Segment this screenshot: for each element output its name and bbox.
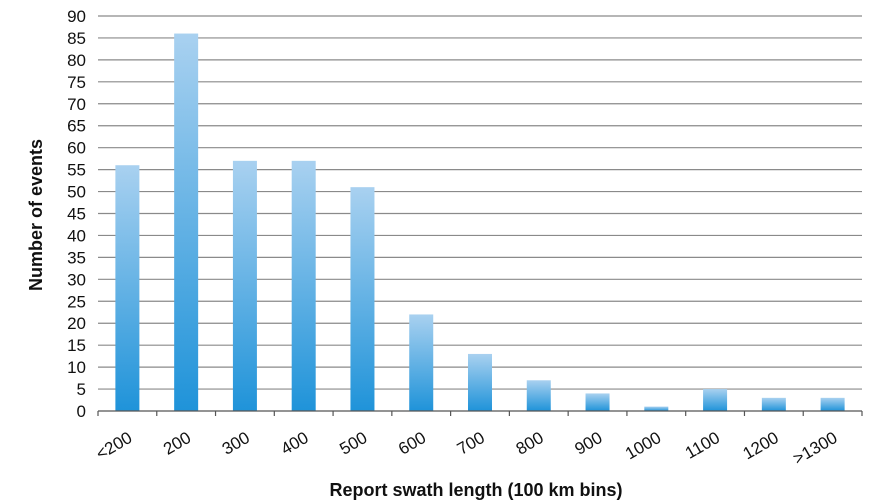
- y-tick-label: 45: [67, 205, 86, 224]
- y-tick-label: 40: [67, 226, 86, 245]
- bar: [820, 397, 845, 411]
- y-tick-labels: 0 5 10 15 20 25 30 35 40 45 50 55 60 65 70 75 80 85 90: [67, 7, 86, 421]
- y-tick-label: 20: [67, 314, 86, 333]
- bar: [761, 397, 786, 411]
- x-tick-label: 1200: [740, 428, 782, 463]
- y-tick-label: 5: [77, 380, 86, 399]
- bar: [585, 393, 610, 411]
- x-tick-label: 300: [219, 428, 253, 459]
- x-tick-label: 900: [571, 428, 605, 459]
- y-axis-title: Number of events: [26, 139, 46, 291]
- bar: [115, 165, 140, 411]
- bar: [703, 389, 728, 411]
- y-tick-label: 60: [67, 139, 86, 158]
- y-tick-label: 15: [67, 336, 86, 355]
- y-tick-label: 50: [67, 183, 86, 202]
- y-tick-label: 65: [67, 117, 86, 136]
- bar: [291, 160, 316, 411]
- x-tick-label: 200: [160, 428, 194, 459]
- bars: [115, 33, 845, 412]
- x-tick-label: 800: [513, 428, 547, 459]
- y-tick-label: 70: [67, 95, 86, 114]
- x-tick-label: >1300: [790, 428, 841, 468]
- y-tick-label: 90: [67, 7, 86, 26]
- x-tick-label: 700: [454, 428, 488, 459]
- gridlines: [98, 15, 862, 390]
- y-tick-label: 35: [67, 248, 86, 267]
- bar: [350, 187, 375, 411]
- y-tick-label: 0: [77, 402, 86, 421]
- y-tick-label: 55: [67, 161, 86, 180]
- x-axis-title: Report swath length (100 km bins): [329, 480, 622, 500]
- x-tick-labels: <200 200 300 400 500 600 700 800 900 1000 1100 1200…: [93, 411, 863, 468]
- y-tick-label: 10: [67, 358, 86, 377]
- x-tick-label: 600: [395, 428, 429, 459]
- y-tick-label: 80: [67, 51, 86, 70]
- bar: [468, 353, 492, 411]
- bar: [232, 160, 257, 411]
- x-tick-label: <200: [93, 428, 136, 464]
- y-tick-label: 75: [67, 73, 86, 92]
- x-tick-label: 500: [336, 428, 370, 459]
- bar: [409, 314, 434, 411]
- bar: [526, 380, 551, 411]
- y-tick-label: 85: [67, 29, 86, 48]
- x-tick-label: 1000: [622, 428, 664, 463]
- x-tick-label: 1100: [682, 428, 723, 463]
- bar: [174, 33, 199, 412]
- y-tick-label: 30: [67, 270, 86, 289]
- bar: [644, 406, 669, 411]
- x-tick-label: 400: [278, 428, 312, 459]
- y-tick-label: 25: [67, 292, 86, 311]
